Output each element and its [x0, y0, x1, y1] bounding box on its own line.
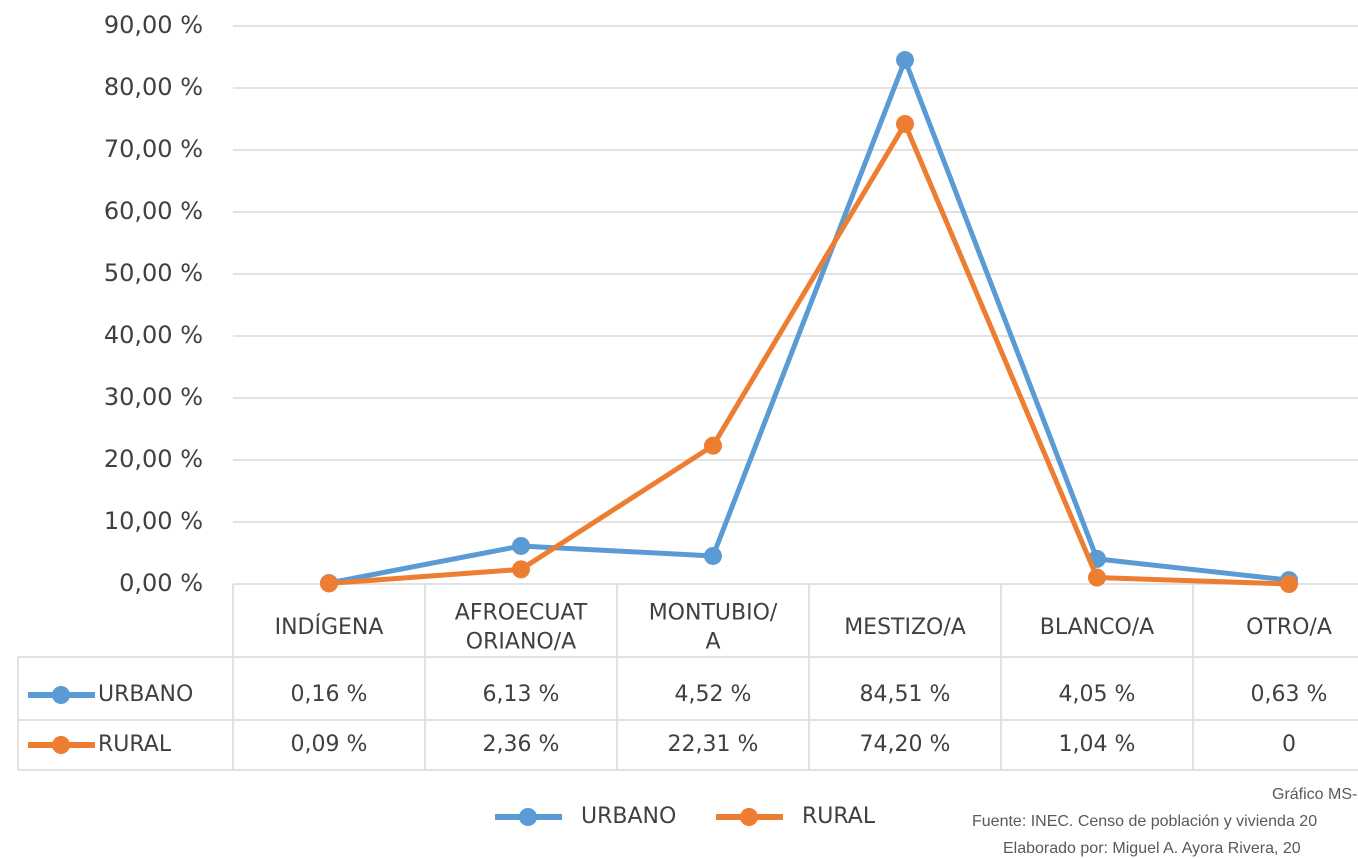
table-cell: 4,05 %: [1059, 682, 1136, 707]
y-tick-label: 70,00 %: [104, 135, 203, 163]
series-line: [328, 121, 1290, 587]
x-tick-label: OTRO/A: [1246, 615, 1332, 640]
point: [1088, 568, 1106, 587]
table-cell: 1,04 %: [1059, 732, 1136, 757]
y-tick-label: 0,00 %: [119, 569, 203, 597]
y-tick-label: 90,00 %: [104, 11, 203, 39]
point: [512, 560, 530, 579]
y-tick-label: 20,00 %: [104, 445, 203, 473]
x-tick-label: MESTIZO/A: [844, 615, 966, 640]
table-legend-key-marker: [52, 686, 70, 704]
y-tick-label: 10,00 %: [104, 507, 203, 535]
point: [704, 546, 722, 565]
legend-label: RURAL: [802, 804, 876, 829]
y-tick-label: 50,00 %: [104, 259, 203, 287]
table-cell: 0,63 %: [1251, 682, 1328, 707]
legend-label: URBANO: [581, 804, 676, 829]
table-cell: 0: [1282, 732, 1296, 757]
table-row-label: URBANO: [98, 682, 193, 707]
point: [512, 536, 530, 555]
table-cell: 4,52 %: [675, 682, 752, 707]
point: [896, 114, 914, 133]
point: [704, 436, 722, 455]
point: [1280, 575, 1298, 593]
x-tick-label: MONTUBIO/: [649, 601, 778, 626]
table-cell: 0,09 %: [291, 732, 368, 757]
table-cell: 2,36 %: [483, 732, 560, 757]
x-tick-label: INDÍGENA: [275, 614, 384, 640]
x-tick-label: AFROECUAT: [455, 601, 588, 626]
table-row-label: RURAL: [98, 732, 172, 757]
annotation: Elaborado por: Miguel A. Ayora Rivera, 2…: [1003, 840, 1301, 857]
y-tick-label: 60,00 %: [104, 197, 203, 225]
series-line: [328, 57, 1290, 586]
table-cell: 6,13 %: [483, 682, 560, 707]
annotation: Gráfico MS-SE: [1272, 786, 1358, 803]
x-tick-label: A: [705, 630, 720, 655]
point: [320, 574, 338, 593]
x-tick-label: BLANCO/A: [1040, 615, 1155, 640]
annotation: Fuente: INEC. Censo de población y vivie…: [972, 813, 1317, 830]
table-cell: 74,20 %: [860, 732, 951, 757]
legend-key-marker: [740, 808, 758, 826]
legend-key-marker: [519, 808, 537, 826]
table-cell: 22,31 %: [668, 732, 759, 757]
table-cell: 84,51 %: [860, 682, 951, 707]
y-tick-label: 40,00 %: [104, 321, 203, 349]
table-legend-key-marker: [52, 736, 70, 754]
point: [896, 51, 914, 70]
x-tick-label: ORIANO/A: [466, 630, 576, 655]
table-cell: 0,16 %: [291, 682, 368, 707]
y-tick-label: 80,00 %: [104, 73, 203, 101]
y-tick-label: 30,00 %: [104, 383, 203, 411]
